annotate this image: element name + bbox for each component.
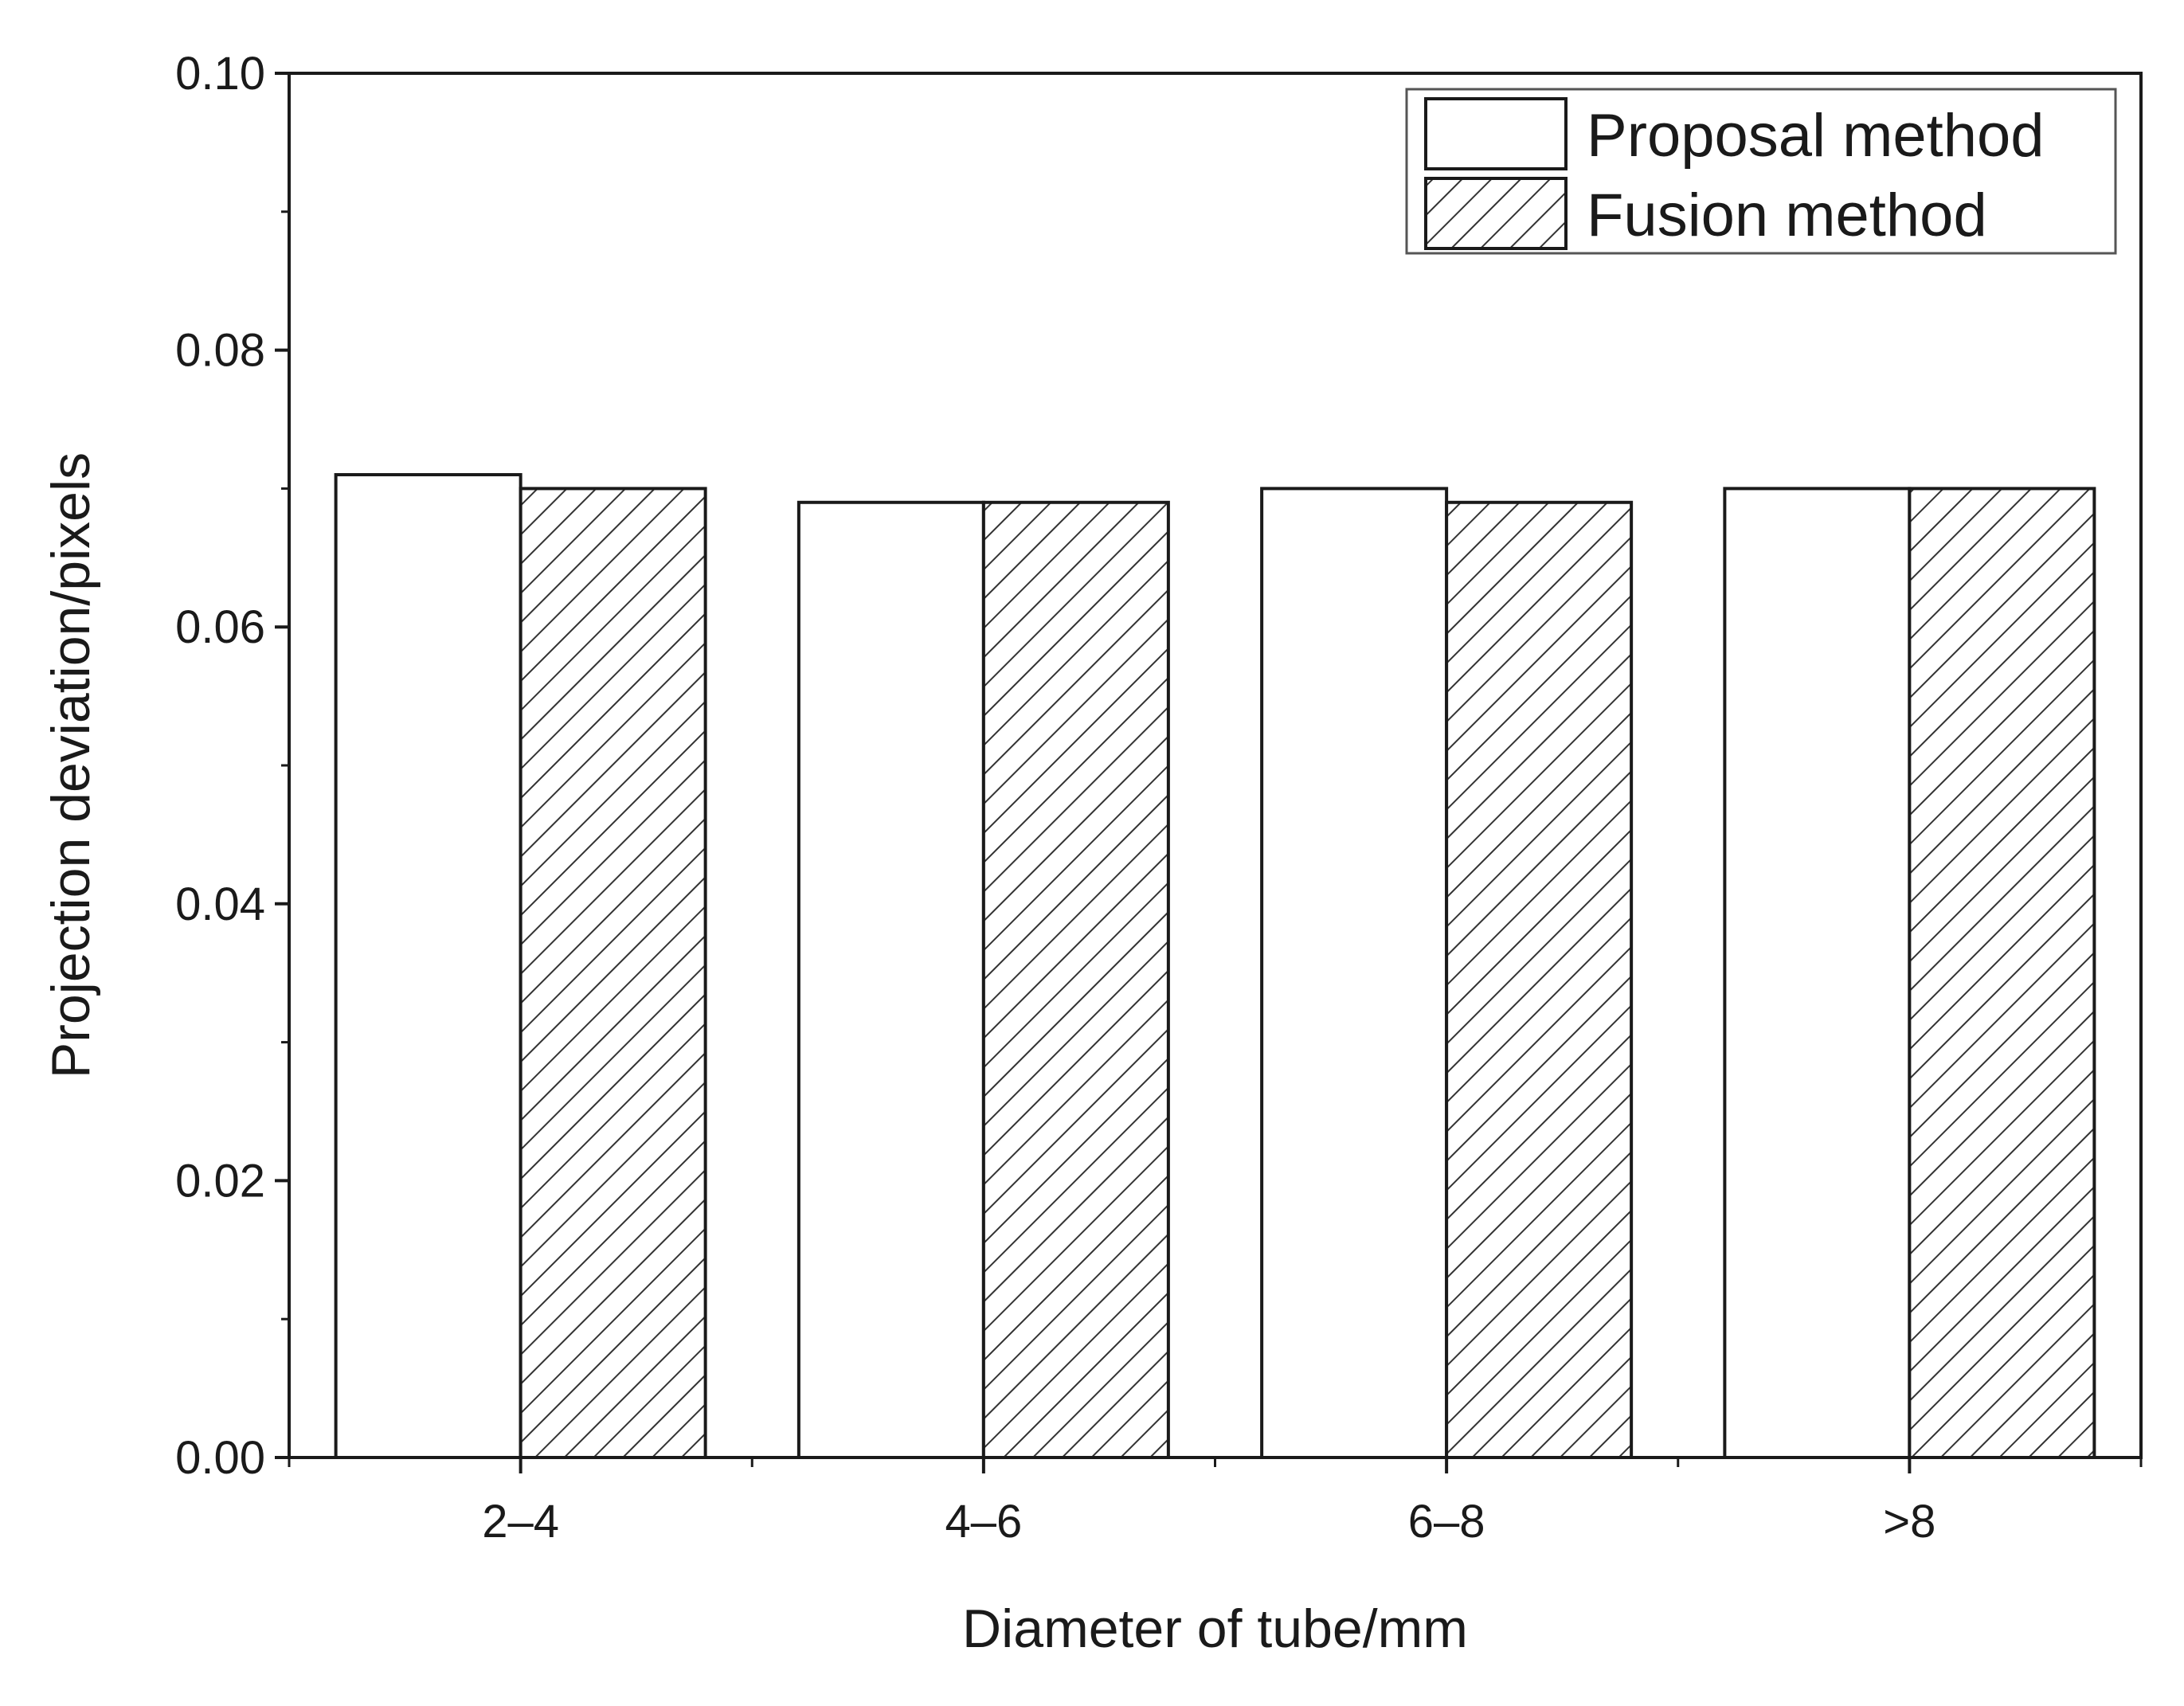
bars-group	[334, 473, 2096, 1459]
bar-fusion-1	[519, 487, 707, 1459]
y-tick-label: 0.06	[175, 601, 265, 653]
x-tick-label: 4–6	[945, 1496, 1022, 1548]
legend: Proposal method Fusion method	[1405, 88, 2117, 255]
legend-label-proposal: Proposal method	[1587, 102, 2045, 170]
bar-proposal-1	[334, 473, 523, 1459]
x-tick-label: 2–4	[482, 1496, 559, 1548]
bar-fusion-3	[1445, 500, 1634, 1459]
y-axis-title: Projection deviation/pixels	[41, 452, 101, 1078]
legend-swatch-proposal	[1424, 97, 1568, 170]
x-tick-label: >8	[1883, 1496, 1935, 1548]
y-tick-label: 0.10	[175, 48, 265, 100]
x-tick-label: 6–8	[1408, 1496, 1485, 1548]
bar-fusion-2	[981, 500, 1170, 1459]
bar-proposal-3	[1260, 487, 1449, 1459]
legend-swatch-fusion	[1424, 177, 1568, 250]
axes-group: 0.00 0.02 0.04 0.06 0.08 0.10 2–4 4–6 6–8 >8	[175, 48, 2143, 1548]
y-tick-label: 0.08	[175, 325, 265, 377]
x-axis-title: Diameter of tube/mm	[962, 1598, 1468, 1659]
bar-proposal-2	[796, 500, 985, 1459]
legend-label-fusion: Fusion method	[1587, 182, 1987, 249]
bar-fusion-4	[1908, 487, 2096, 1459]
y-tick-label: 0.04	[175, 878, 265, 930]
y-tick-label: 0.02	[175, 1155, 265, 1207]
bar-proposal-4	[1723, 487, 1912, 1459]
y-tick-label: 0.00	[175, 1432, 265, 1484]
